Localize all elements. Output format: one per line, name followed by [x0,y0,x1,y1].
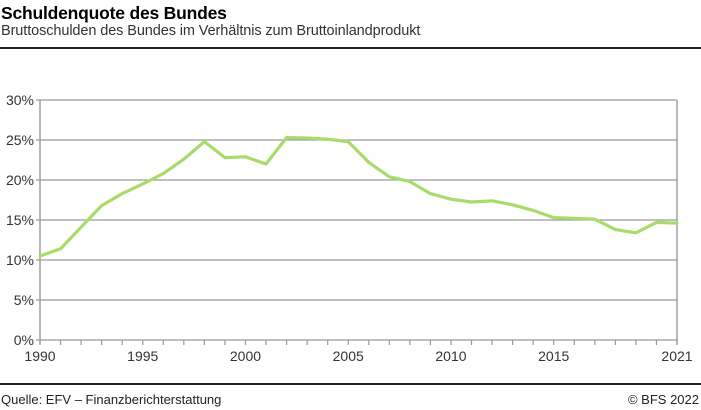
x-tick-label: 2000 [230,348,261,364]
x-tick-label: 2010 [435,348,466,364]
x-tick-label: 1995 [127,348,158,364]
y-axis-labels: 0% 5% 10% 15% 20% 25% 30% [6,92,34,348]
chart-title: Schuldenquote des Bundes [1,3,227,23]
chart-subtitle: Bruttoschulden des Bundes im Verhältnis … [1,23,421,39]
footer-divider [0,383,701,385]
y-tick-label: 20% [6,172,34,188]
y-tick-label: 0% [14,332,34,348]
y-tick-label: 5% [14,292,34,308]
y-tick-label: 15% [6,212,34,228]
y-tick-label: 25% [6,132,34,148]
header-divider [0,47,701,49]
axes [39,100,678,345]
x-tick-label: 2021 [661,348,692,364]
x-tick-label: 1990 [24,348,55,364]
y-tick-label: 30% [6,92,34,108]
x-tick-label: 2005 [333,348,364,364]
line-chart: 0% 5% 10% 15% 20% 25% 30% 1990 1995 2000 2005 2010… [6,92,693,364]
gridlines [36,99,677,341]
y-tick-label: 10% [6,252,34,268]
copyright-note: © BFS 2022 [627,392,699,407]
debt-ratio-line [38,136,679,258]
source-note: Quelle: EFV – Finanzberichterstattung [1,392,222,407]
x-tick-label: 2015 [538,348,569,364]
x-axis-labels: 1990 1995 2000 2005 2010 2015 2021 [24,348,692,364]
